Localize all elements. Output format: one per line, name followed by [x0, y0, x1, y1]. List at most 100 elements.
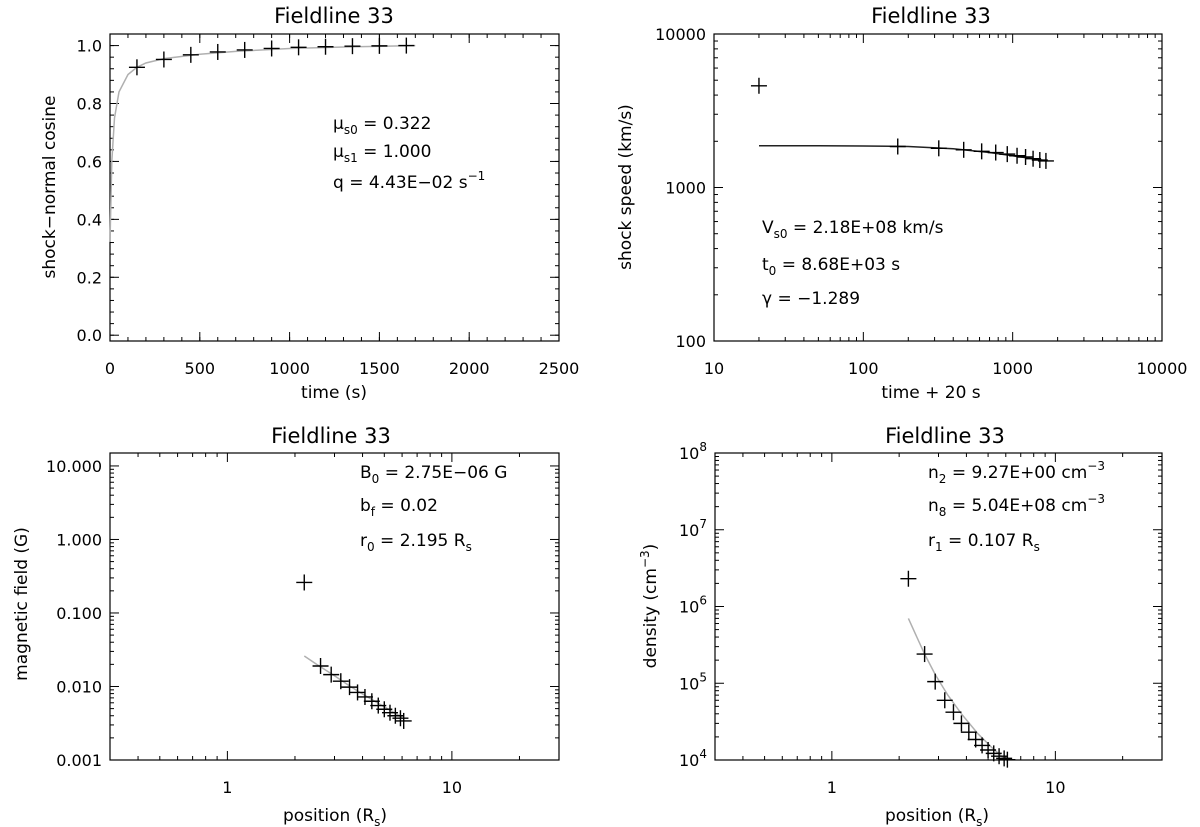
y-axis-label-text: density (cm−3)	[638, 544, 661, 669]
fit-parameter: Vs0 = 2.18E+08 km/s	[762, 218, 944, 241]
axis-ticks: 10 100 1000 10000 100 1000 10000	[655, 25, 1187, 378]
y-tick-label: 0.0	[77, 326, 102, 345]
y-tick-label: 105	[679, 670, 707, 693]
data-point	[296, 574, 313, 591]
data-point	[356, 688, 373, 705]
axis-ticks: 0 500 1000 1500 2000 2500 0.0 0.2 0.4 0.6 0.8 1.0	[77, 33, 579, 378]
data-point	[999, 751, 1016, 768]
data-point	[182, 46, 199, 63]
data-point	[927, 673, 944, 690]
fit-curve	[907, 618, 1007, 761]
fit-parameter: μs1 = 1.000	[333, 142, 431, 165]
x-tick-label: 0	[105, 359, 115, 378]
data-point	[312, 657, 329, 674]
cosine-panel: Fieldline 33 time (s) shock−normal cosin…	[40, 4, 579, 403]
data-point	[395, 712, 412, 729]
density-panel: Fieldline 33 density (cm−3) position (Rs…	[638, 424, 1163, 827]
y-tick-label: 0.010	[56, 677, 102, 696]
x-tick-label: 1000	[269, 359, 310, 378]
fit-line	[109, 44, 416, 242]
y-tick-label: 0.8	[77, 95, 102, 114]
fit-parameter: r0 = 2.195 Rs	[360, 531, 472, 554]
data-point	[344, 38, 361, 55]
fit-annotations: n2 = 9.27E+00 cm−3 n8 = 5.04E+08 cm−3 r1 =…	[928, 459, 1105, 554]
y-tick-label: 0.001	[56, 751, 102, 770]
y-axis-label: density (cm−3)	[638, 544, 661, 669]
fit-parameter: q = 4.43E−02 s−1	[333, 169, 485, 193]
data-point	[930, 140, 947, 157]
x-axis-label-text: position (Rs)	[885, 806, 989, 827]
data-point	[973, 143, 990, 160]
fit-parameter: n8 = 5.04E+08 cm−3	[928, 492, 1105, 519]
y-tick-label: 104	[679, 747, 707, 770]
data-point	[155, 51, 172, 68]
y-tick-label: 0.100	[56, 604, 102, 623]
y-tick-label: 1000	[665, 179, 706, 198]
y-tick-label: 10000	[655, 25, 706, 44]
x-tick-label: 1	[827, 778, 837, 797]
data-point	[236, 41, 253, 58]
plot-frame	[109, 452, 560, 761]
y-tick-label: 1.000	[56, 530, 102, 549]
data-point	[209, 43, 226, 60]
x-tick-label: 10	[442, 778, 462, 797]
x-tick-label: 1	[222, 778, 232, 797]
y-tick-label: 1.0	[77, 37, 102, 56]
x-tick-label: 100	[848, 359, 879, 378]
fit-parameter: bf = 0.02	[360, 496, 438, 519]
y-tick-label: 0.6	[77, 152, 102, 171]
data-markers	[296, 574, 412, 729]
data-point	[398, 37, 415, 54]
fit-annotations: Vs0 = 2.18E+08 km/s t0 = 8.68E+03 s γ = −1…	[762, 218, 944, 309]
x-tick-label: 10	[704, 359, 724, 378]
y-tick-label: 0.4	[77, 210, 102, 229]
chart-title: Fieldline 33	[885, 424, 1005, 448]
data-point	[987, 144, 1004, 161]
fit-parameter: B0 = 2.75E−06 G	[360, 463, 507, 486]
fit-annotations: B0 = 2.75E−06 G bf = 0.02 r0 = 2.195 Rs	[360, 463, 507, 554]
data-point	[128, 59, 145, 76]
x-axis-label-text: position (Rs)	[283, 806, 387, 827]
y-tick-label: 0.2	[77, 268, 102, 287]
fit-curve	[759, 145, 1048, 162]
x-tick-label: 500	[185, 359, 216, 378]
x-tick-label: 2000	[449, 359, 490, 378]
chart-title: Fieldline 33	[274, 4, 394, 28]
data-point	[945, 704, 962, 721]
data-point	[1017, 149, 1034, 166]
data-point	[349, 684, 366, 701]
axis-ticks: 1 10 0.001 0.010 0.100 1.000 10.000	[46, 453, 560, 797]
fit-line	[907, 618, 1007, 761]
y-axis-label: shock speed (km/s)	[616, 104, 636, 270]
x-tick-label: 1500	[359, 359, 400, 378]
x-tick-label: 1000	[992, 359, 1033, 378]
x-tick-label: 10	[1045, 778, 1065, 797]
chart-title: Fieldline 33	[871, 4, 991, 28]
plot-frame	[109, 33, 560, 342]
y-axis-label: magnetic field (G)	[12, 527, 32, 681]
fit-line	[759, 145, 1048, 162]
x-tick-label: 10000	[1137, 359, 1188, 378]
data-point	[392, 710, 409, 727]
x-axis-label: time (s)	[301, 383, 367, 403]
data-point	[900, 570, 917, 587]
data-point	[955, 141, 972, 158]
data-point	[996, 750, 1013, 767]
data-markers	[128, 37, 415, 76]
fit-parameter: r1 = 0.107 Rs	[928, 531, 1040, 554]
data-point	[341, 679, 358, 696]
data-point	[750, 77, 767, 94]
data-point	[936, 692, 953, 709]
data-point	[960, 724, 977, 741]
data-point	[290, 39, 307, 56]
data-point	[889, 138, 906, 155]
data-point	[999, 146, 1016, 163]
fit-curve	[109, 44, 416, 242]
data-point	[1037, 152, 1054, 169]
x-axis-label: time + 20 s	[881, 383, 980, 403]
data-point	[363, 693, 380, 710]
fit-parameter: t0 = 8.68E+03 s	[762, 255, 900, 278]
data-markers	[900, 570, 1016, 768]
axis-ticks: 1 10 104 105 106 107 108	[679, 440, 1163, 797]
x-axis-label: position (Rs)	[885, 806, 989, 827]
